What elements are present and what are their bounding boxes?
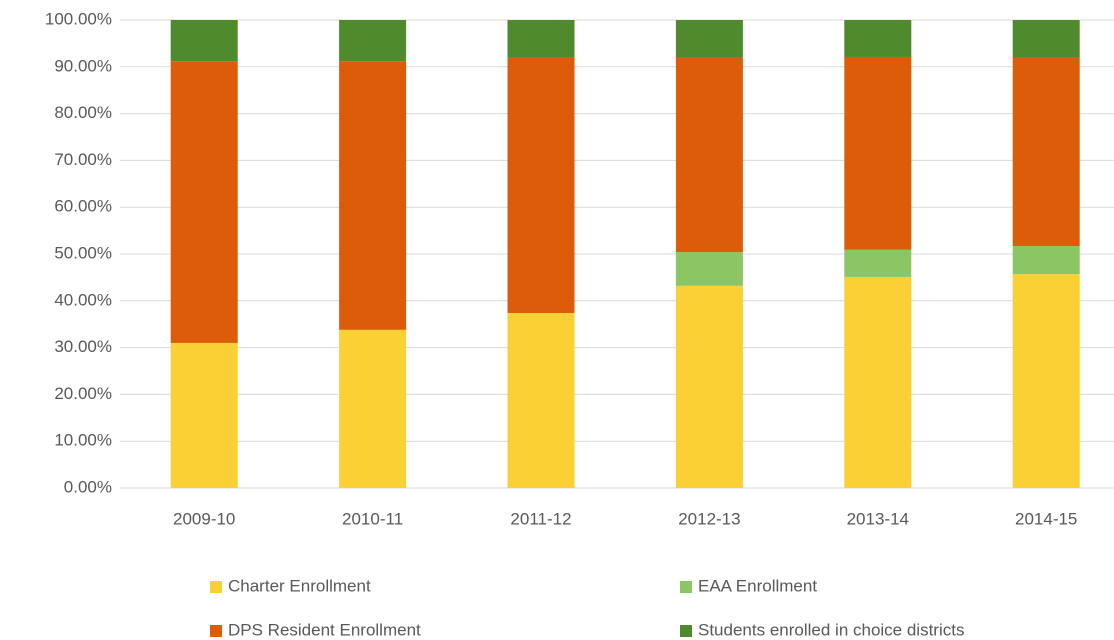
bar-segment bbox=[844, 276, 912, 488]
bar-segment bbox=[675, 57, 743, 253]
bar-segment bbox=[170, 342, 238, 488]
bar-segment bbox=[844, 20, 912, 57]
legend-label: EAA Enrollment bbox=[698, 576, 817, 595]
y-tick-label: 80.00% bbox=[54, 103, 112, 122]
y-tick-label: 20.00% bbox=[54, 384, 112, 403]
bar-segment bbox=[1012, 246, 1080, 275]
y-tick-label: 0.00% bbox=[64, 477, 112, 496]
bar-segment bbox=[339, 20, 407, 62]
bar-segment bbox=[1012, 274, 1080, 488]
y-tick-label: 70.00% bbox=[54, 150, 112, 169]
legend-swatch bbox=[210, 581, 222, 593]
bar-segment bbox=[507, 57, 575, 313]
bar-segment bbox=[675, 20, 743, 58]
y-tick-label: 60.00% bbox=[54, 197, 112, 216]
x-tick-label: 2009-10 bbox=[173, 509, 235, 528]
y-tick-label: 90.00% bbox=[54, 56, 112, 75]
x-tick-label: 2014-15 bbox=[1015, 509, 1077, 528]
bar-segment bbox=[170, 20, 238, 62]
y-tick-label: 10.00% bbox=[54, 431, 112, 450]
x-tick-label: 2013-14 bbox=[847, 509, 909, 528]
y-tick-label: 50.00% bbox=[54, 243, 112, 262]
y-tick-label: 40.00% bbox=[54, 290, 112, 309]
legend-label: Students enrolled in choice districts bbox=[698, 620, 964, 639]
bar-segment bbox=[844, 56, 912, 250]
legend-label: Charter Enrollment bbox=[228, 576, 371, 595]
bar-segment bbox=[844, 249, 912, 277]
legend-swatch bbox=[680, 625, 692, 637]
x-tick-label: 2010-11 bbox=[342, 509, 403, 528]
bar-segment bbox=[1012, 20, 1080, 58]
bar-segment bbox=[170, 61, 238, 343]
bar-segment bbox=[1012, 57, 1080, 247]
bar-segment bbox=[507, 20, 575, 58]
legend-swatch bbox=[210, 625, 222, 637]
bar-segment bbox=[339, 329, 407, 488]
legend-label: DPS Resident Enrollment bbox=[228, 620, 421, 639]
bar-segment bbox=[507, 312, 575, 488]
legend-swatch bbox=[680, 581, 692, 593]
bar-segment bbox=[675, 285, 743, 488]
x-tick-label: 2011-12 bbox=[510, 509, 571, 528]
bar-segment bbox=[675, 252, 743, 286]
y-tick-label: 30.00% bbox=[54, 337, 112, 356]
y-tick-label: 100.00% bbox=[45, 9, 112, 28]
x-tick-label: 2012-13 bbox=[678, 509, 740, 528]
bar-segment bbox=[339, 61, 407, 330]
